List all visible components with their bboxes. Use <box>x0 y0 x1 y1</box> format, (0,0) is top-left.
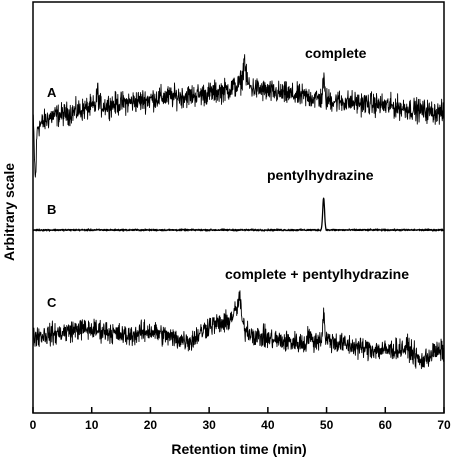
x-tick-label: 70 <box>437 418 451 432</box>
x-tick-label: 30 <box>202 418 216 432</box>
x-tick-label: 10 <box>85 418 99 432</box>
x-ticks: 0 10 20 30 40 50 60 70 <box>30 407 451 432</box>
trace-label-complete-plus-pentylhydrazine: complete + pentylhydrazine <box>225 266 409 282</box>
panel-label-a: A <box>47 85 57 100</box>
panel-label-b: B <box>47 202 56 217</box>
trace-b <box>32 197 445 232</box>
x-tick-label: 0 <box>30 418 37 432</box>
x-tick-label: 20 <box>144 418 158 432</box>
x-tick-label: 60 <box>379 418 393 432</box>
x-axis-label: Retention time (min) <box>171 441 306 457</box>
trace-c <box>32 290 445 370</box>
trace-label-pentylhydrazine: pentylhydrazine <box>267 167 374 183</box>
panel-label-c: C <box>47 295 57 310</box>
x-tick-label: 50 <box>320 418 334 432</box>
trace-a <box>32 54 445 178</box>
trace-label-complete: complete <box>305 45 367 61</box>
y-axis-label: Arbitrary scale <box>1 163 17 261</box>
traces <box>32 54 445 370</box>
plot-frame <box>32 1 445 414</box>
x-tick-label: 40 <box>261 418 275 432</box>
